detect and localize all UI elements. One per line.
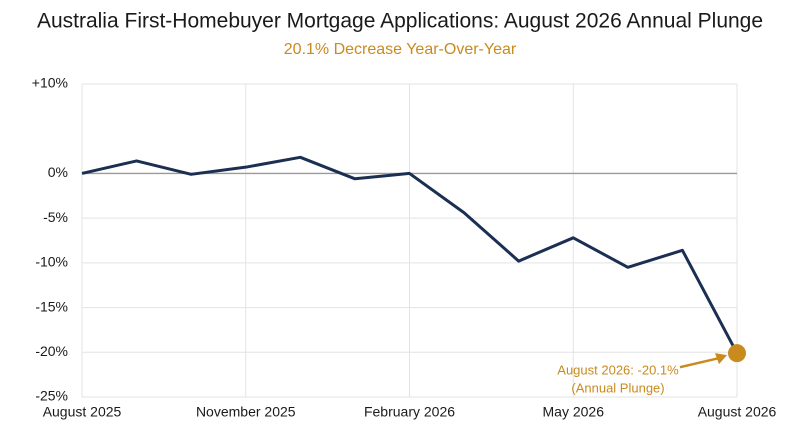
annotation-arrowhead: [715, 353, 727, 365]
y-tick-label: -20%: [35, 343, 68, 359]
y-tick-label: +10%: [32, 75, 68, 91]
y-tick-label: -15%: [35, 298, 68, 314]
y-tick-label: -5%: [43, 209, 68, 225]
y-tick-label: -25%: [35, 388, 68, 404]
highlight-point: [728, 344, 746, 363]
annotation-arrow: [679, 355, 724, 369]
y-tick-label: 0%: [48, 164, 68, 180]
annotation-text: August 2026: -20.1%: [557, 363, 679, 378]
x-tick-label: August 2025: [43, 404, 122, 420]
data-line: [81, 155, 739, 354]
y-tick-label: -10%: [35, 254, 68, 270]
annotation-text: (Annual Plunge): [571, 381, 664, 396]
x-tick-label: May 2026: [543, 404, 605, 420]
x-tick-label: November 2025: [196, 404, 296, 420]
x-tick-label: February 2026: [364, 404, 455, 420]
x-tick-label: August 2026: [698, 404, 777, 420]
chart-title: Australia First-Homebuyer Mortgage Appli…: [37, 10, 763, 33]
chart-subtitle: 20.1% Decrease Year-Over-Year: [284, 41, 517, 58]
